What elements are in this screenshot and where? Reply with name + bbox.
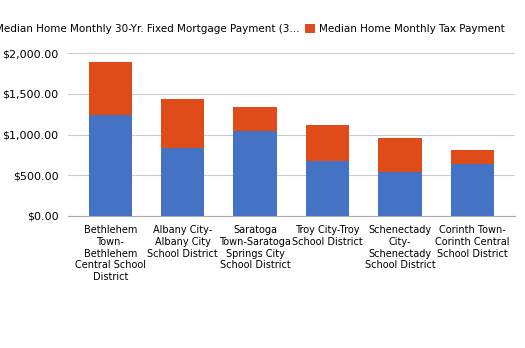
Bar — [379, 172, 422, 216]
Bar — [161, 148, 204, 216]
Bar — [234, 107, 277, 131]
Legend: Median Home Monthly 30-Yr. Fixed Mortgage Payment (3..., Median Home Monthly Tax: Median Home Monthly 30-Yr. Fixed Mortgag… — [0, 20, 509, 38]
Bar — [451, 150, 494, 164]
Bar — [306, 125, 349, 161]
Bar — [89, 115, 132, 216]
Bar — [161, 99, 204, 148]
Bar — [89, 62, 132, 115]
Bar — [306, 161, 349, 216]
Bar — [379, 138, 422, 172]
Bar — [234, 131, 277, 216]
Bar — [451, 164, 494, 216]
